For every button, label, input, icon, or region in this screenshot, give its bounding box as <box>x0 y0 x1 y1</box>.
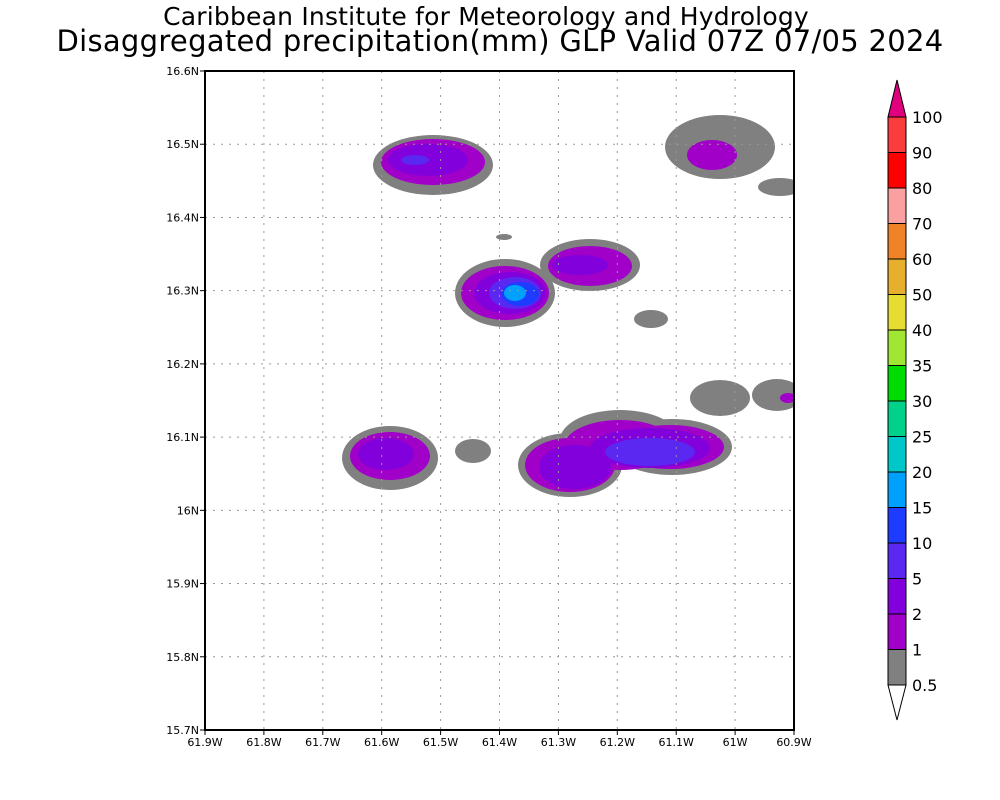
colorbar-label: 10 <box>912 534 932 553</box>
colorbar-label: 25 <box>912 428 932 447</box>
precip-cell-5 <box>455 239 640 327</box>
contour-fill-15mm <box>504 285 526 301</box>
colorbar-swatch-70 <box>887 187 907 224</box>
contour-fill-1mm <box>687 140 737 170</box>
y-tick-label: 16.1N <box>166 431 199 444</box>
x-tick-label: 61.8W <box>246 736 281 749</box>
y-tick-label: 15.8N <box>166 651 199 664</box>
colorbar-swatch-80 <box>887 152 907 189</box>
x-tick-label: 61.3W <box>541 736 576 749</box>
contour-fill-5mm <box>605 438 695 466</box>
contour-fill-2mm <box>552 255 608 275</box>
colorbar-swatch-15 <box>887 471 907 508</box>
x-tick-label: 60.9W <box>776 736 811 749</box>
x-tick-label: 61.7W <box>305 736 340 749</box>
colorbar-label: 80 <box>912 179 932 198</box>
colorbar-swatch-1 <box>887 613 907 650</box>
precip-cell-3 <box>758 178 794 196</box>
colorbar-label: 0.5 <box>912 676 937 695</box>
colorbar-swatch-10 <box>887 507 907 544</box>
y-tick-label: 16.3N <box>166 285 199 298</box>
colorbar-swatch-0.5 <box>887 649 907 686</box>
figure-title-product: Disaggregated precipitation(mm) GLP Vali… <box>56 24 944 58</box>
x-tick-label: 61.4W <box>482 736 517 749</box>
contour-fill-0.5mm <box>634 310 668 328</box>
colorbar-label: 2 <box>912 605 922 624</box>
precip-cell-2 <box>665 115 775 179</box>
colorbar-label: 60 <box>912 250 932 269</box>
precip-cell-8 <box>342 426 438 490</box>
precip-cell-1 <box>373 135 493 195</box>
contour-fill-0.5mm <box>758 178 794 196</box>
y-tick-label: 16.4N <box>166 211 199 224</box>
colorbar-swatch-90 <box>887 116 907 153</box>
colorbar-over-triangle <box>887 79 907 118</box>
colorbar-swatch-20 <box>887 436 907 473</box>
y-tick-label: 15.9N <box>166 578 199 591</box>
contour-fill-2mm <box>358 438 414 470</box>
contour-fill-1mm <box>780 393 794 403</box>
contour-fill-0.5mm <box>496 234 512 240</box>
colorbar-label: 5 <box>912 570 922 589</box>
precip-cell-10 <box>518 410 732 497</box>
colorbar-swatch-25 <box>887 400 907 437</box>
figure-title-institution: Caribbean Institute for Meteorology and … <box>163 2 809 31</box>
colorbar-under-triangle <box>887 684 907 721</box>
colorbar-swatch-50 <box>887 258 907 295</box>
colorbar-swatch-5 <box>887 542 907 579</box>
x-tick-label: 61.6W <box>364 736 399 749</box>
precip-cell-4 <box>496 234 512 240</box>
x-tick-label: 61W <box>723 736 748 749</box>
x-tick-label: 61.9W <box>187 736 222 749</box>
precip-contours <box>342 115 794 497</box>
precip-cell-9 <box>455 439 491 463</box>
precip-cell-6 <box>634 310 668 328</box>
colorbar-label: 1 <box>912 641 922 660</box>
y-tick-label: 16N <box>177 504 199 517</box>
colorbar-swatch-40 <box>887 294 907 331</box>
colorbar-label: 70 <box>912 215 932 234</box>
colorbar-label: 35 <box>912 357 932 376</box>
contour-fill-2mm <box>539 445 611 489</box>
colorbar-swatch-30 <box>887 365 907 402</box>
y-tick-label: 16.6N <box>166 65 199 78</box>
colorbar-label: 15 <box>912 499 932 518</box>
x-tick-label: 61.2W <box>600 736 635 749</box>
contour-fill-5mm <box>401 155 429 165</box>
colorbar-swatch-35 <box>887 329 907 366</box>
colorbar-label: 90 <box>912 144 932 163</box>
colorbar-label: 20 <box>912 463 932 482</box>
colorbar-label: 30 <box>912 392 932 411</box>
contour-fill-0.5mm <box>752 379 794 411</box>
contour-fill-0.5mm <box>690 380 750 416</box>
colorbar-label: 100 <box>912 108 943 127</box>
colorbar-swatch-60 <box>887 223 907 260</box>
x-tick-label: 61.5W <box>423 736 458 749</box>
y-tick-label: 16.5N <box>166 138 199 151</box>
x-tick-label: 61.1W <box>659 736 694 749</box>
colorbar-swatch-2 <box>887 578 907 615</box>
y-tick-label: 16.2N <box>166 358 199 371</box>
contour-fill-0.5mm <box>455 439 491 463</box>
y-tick-label: 15.7N <box>166 724 199 737</box>
colorbar-label: 50 <box>912 286 932 305</box>
precip-cell-7 <box>690 379 794 416</box>
colorbar-label: 40 <box>912 321 932 340</box>
